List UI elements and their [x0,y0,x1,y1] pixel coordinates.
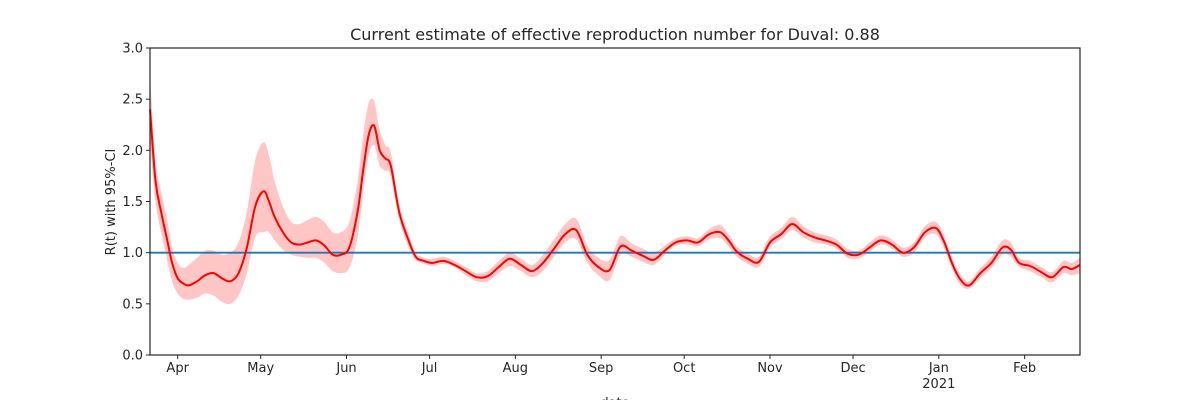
x-tick-label: Apr [166,361,189,376]
y-tick-label: 1.5 [122,195,143,210]
plot-area [149,47,1081,356]
x-tick-label: Aug [503,361,528,376]
y-tick-label: 0.0 [122,349,143,364]
x-tick-label: May [247,361,274,376]
x-axis-label: date [600,396,629,400]
plot-frame [149,47,1081,356]
x-tick-label: Dec [840,361,865,376]
y-tick-label: 2.5 [122,93,143,108]
y-tick-label: 2.0 [122,144,143,159]
x-tick-label: Sep [589,361,614,376]
x-tick-label: Feb [1013,361,1036,376]
x-tick-label: Jul [421,361,438,376]
rt-estimate-line [149,109,1081,287]
x-tick-label: Jan [928,361,949,376]
y-tick-label: 1.0 [122,246,143,261]
y-tick-label: 0.5 [122,297,143,312]
ci-band [150,73,1080,305]
chart-title: Current estimate of effective reproducti… [350,25,880,44]
x-tick-label: Jun [335,361,356,376]
x-tick-label: Nov [757,361,783,376]
x-tick-sublabel: 2021 [922,377,955,392]
y-axis-label: R(t) with 95%-CI [104,149,119,256]
y-axis: 0.0 0.5 1.0 1.5 2.0 2.5 3.0 [122,42,150,364]
y-tick-label: 3.0 [122,42,143,57]
x-tick-label: Oct [673,361,695,376]
